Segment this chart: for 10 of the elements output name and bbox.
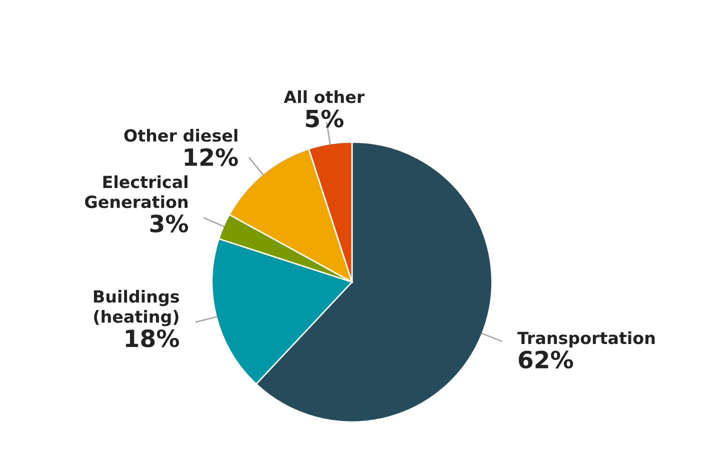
- data-label: 62%: [518, 350, 574, 369]
- data-label: 12%: [184, 148, 238, 166]
- slice-label: Electrical Generation: [85, 175, 188, 208]
- data-label: 18%: [126, 329, 180, 348]
- data-label: 5%: [306, 110, 344, 128]
- data-label: 3%: [150, 214, 188, 232]
- slice-label: All other: [284, 90, 365, 104]
- slice-label: Other diesel: [124, 128, 238, 142]
- slice-label: Buildings (heating): [94, 290, 179, 326]
- slice-label: Transportation: [517, 331, 655, 348]
